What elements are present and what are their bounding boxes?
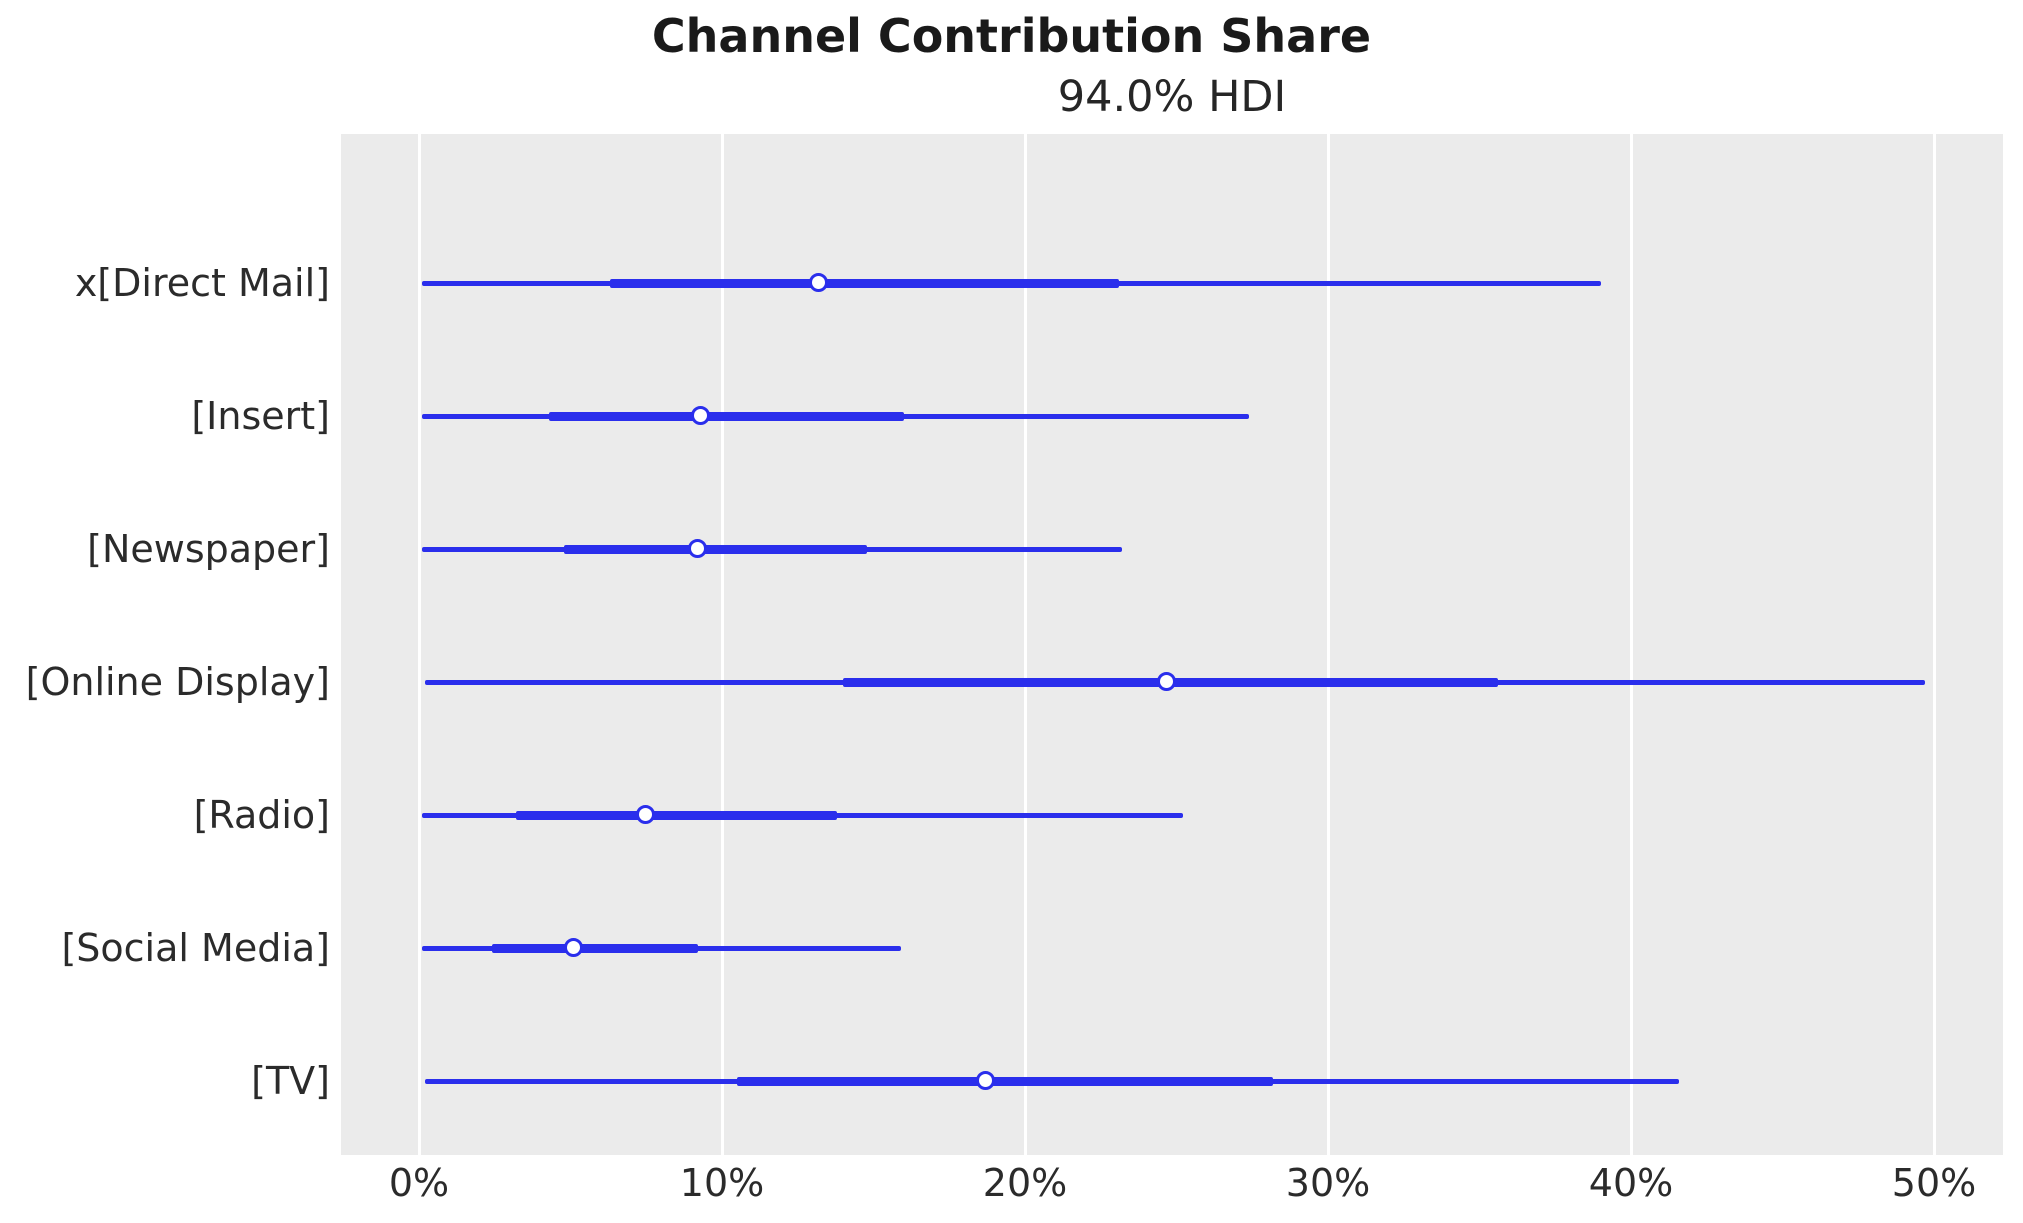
median-point-marker xyxy=(808,273,828,292)
x-tick-label: 20% xyxy=(982,1161,1068,1205)
plot-area xyxy=(341,134,2003,1155)
chart-title: Channel Contribution Share xyxy=(651,9,1372,63)
gridline-20% xyxy=(1023,134,1027,1155)
x-tick-label: 50% xyxy=(1891,1161,1977,1205)
quartile-interval-line xyxy=(515,810,838,820)
median-point-marker xyxy=(690,406,710,425)
median-point-marker xyxy=(687,539,707,558)
chart-subtitle-hdi: 94.0% HDI xyxy=(1057,72,1287,122)
y-axis-category-label: [Newspaper] xyxy=(87,527,330,571)
gridline-10% xyxy=(720,134,724,1155)
x-tick-label: 10% xyxy=(679,1161,765,1205)
y-axis-category-label: [Radio] xyxy=(193,793,330,837)
gridline-30% xyxy=(1326,134,1330,1155)
median-point-marker xyxy=(975,1071,995,1090)
gridline-50% xyxy=(1932,134,1936,1155)
gridline-0% xyxy=(417,134,421,1155)
y-axis-category-label: x[Direct Mail] xyxy=(74,261,330,305)
median-point-marker xyxy=(636,805,656,824)
x-tick-label: 30% xyxy=(1285,1161,1371,1205)
gridline-40% xyxy=(1629,134,1633,1155)
y-axis-category-label: [Insert] xyxy=(191,394,330,438)
quartile-interval-line xyxy=(491,943,698,953)
median-point-marker xyxy=(563,938,583,957)
x-tick-label: 40% xyxy=(1588,1161,1674,1205)
quartile-interval-line xyxy=(564,544,868,554)
y-axis-category-label: [Social Media] xyxy=(61,926,330,970)
y-axis-category-label: [Online Display] xyxy=(25,660,330,704)
x-tick-label: 0% xyxy=(388,1161,450,1205)
quartile-interval-line xyxy=(609,278,1119,288)
median-point-marker xyxy=(1157,672,1177,691)
quartile-interval-line xyxy=(737,1076,1274,1086)
y-axis-category-label: [TV] xyxy=(251,1059,330,1103)
quartile-interval-line xyxy=(549,411,904,421)
